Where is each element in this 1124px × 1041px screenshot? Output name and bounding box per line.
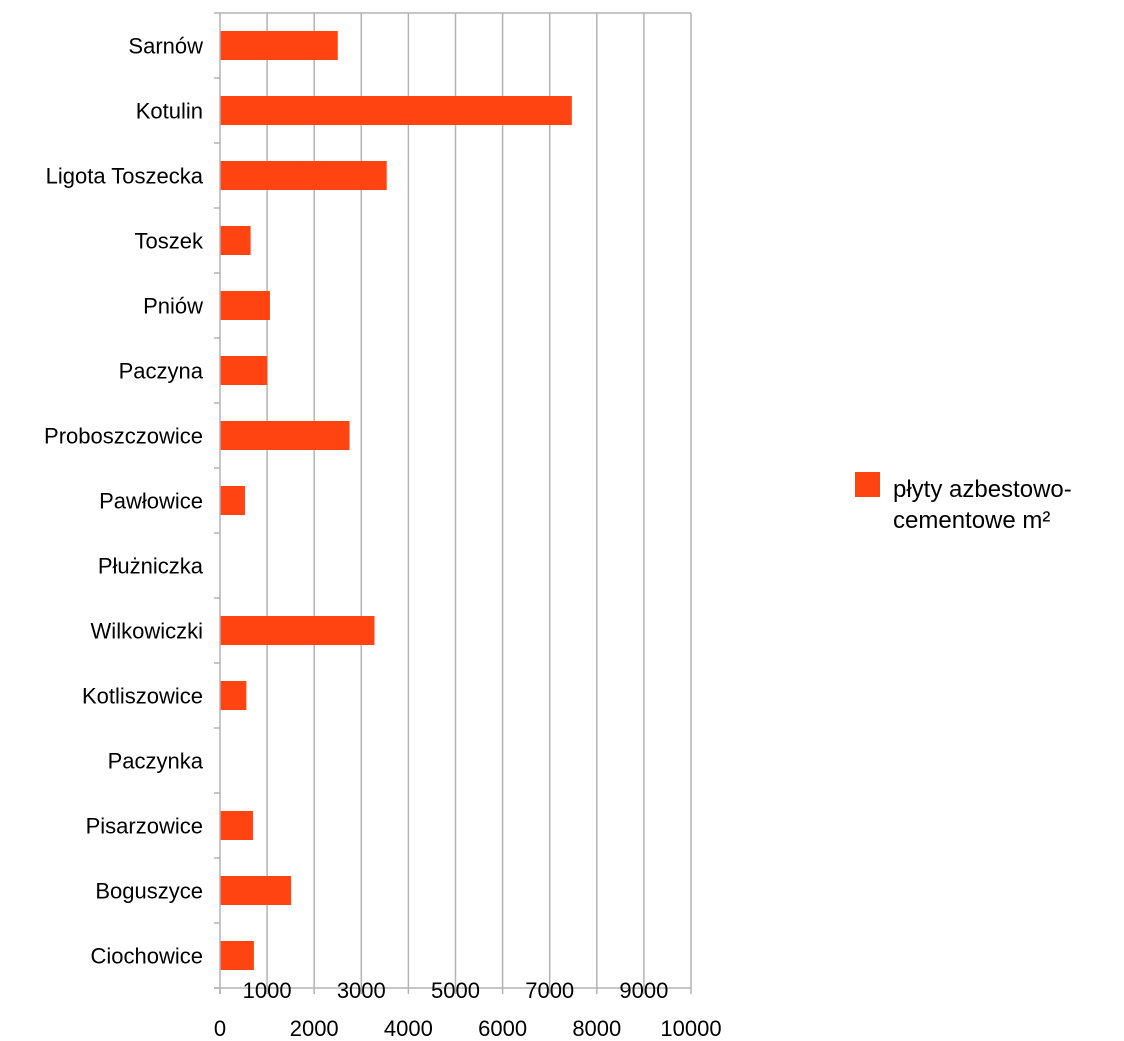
bar-13 (220, 876, 292, 905)
x-tick-label-5000: 5000 (431, 978, 480, 1003)
category-label-1: Kotulin (136, 99, 203, 124)
category-label-10: Kotliszowice (82, 684, 203, 709)
category-label-13: Boguszyce (95, 879, 203, 904)
bar-12 (220, 811, 253, 840)
legend: płyty azbestowo- cementowe m² (855, 472, 1072, 534)
bar-0 (220, 31, 338, 60)
x-tick-label-10000: 10000 (660, 1016, 721, 1041)
category-label-0: Sarnów (128, 34, 203, 59)
bar-7 (220, 486, 245, 515)
category-label-7: Pawłowice (99, 489, 203, 514)
category-label-2: Ligota Toszecka (46, 164, 204, 189)
x-tick-label-2000: 2000 (290, 1016, 339, 1041)
bar-6 (220, 421, 350, 450)
category-label-3: Toszek (135, 229, 204, 254)
legend-label-line-1: płyty azbestowo- (893, 476, 1072, 503)
x-tick-label-3000: 3000 (337, 978, 386, 1003)
x-tick-labels: 1000 3000 5000 7000 9000 0 2000 4000 6000 8000 100… (214, 978, 722, 1041)
x-tick-label-8000: 8000 (572, 1016, 621, 1041)
x-tick-label-0: 0 (214, 1016, 226, 1041)
bar-1 (220, 96, 572, 125)
category-label-4: Pniów (143, 294, 203, 319)
bar-4 (220, 291, 270, 320)
legend-label-line-2: cementowe m² (893, 507, 1050, 534)
x-tick-label-6000: 6000 (478, 1016, 527, 1041)
bar-2 (220, 161, 387, 190)
category-label-12: Pisarzowice (86, 814, 203, 839)
legend-swatch (855, 472, 880, 497)
bar-10 (220, 681, 247, 710)
bar-9 (220, 616, 375, 645)
category-label-5: Paczyna (119, 359, 204, 384)
bar-5 (220, 356, 268, 385)
x-tick-label-9000: 9000 (619, 978, 668, 1003)
category-label-6: Proboszczowice (44, 424, 203, 449)
bar-14 (220, 941, 254, 970)
gridlines (220, 12, 692, 988)
x-tick-label-4000: 4000 (384, 1016, 433, 1041)
category-label-14: Ciochowice (91, 944, 204, 969)
x-tick-label-1000: 1000 (243, 978, 292, 1003)
x-tick-label-7000: 7000 (525, 978, 574, 1003)
axes (214, 12, 692, 994)
category-label-8: Płużniczka (98, 554, 204, 579)
bars (220, 31, 572, 970)
category-label-9: Wilkowiczki (91, 619, 203, 644)
bar-3 (220, 226, 251, 255)
category-labels: Sarnów Kotulin Ligota Toszecka Toszek Pniów P… (44, 34, 204, 969)
category-label-11: Paczynka (108, 749, 204, 774)
